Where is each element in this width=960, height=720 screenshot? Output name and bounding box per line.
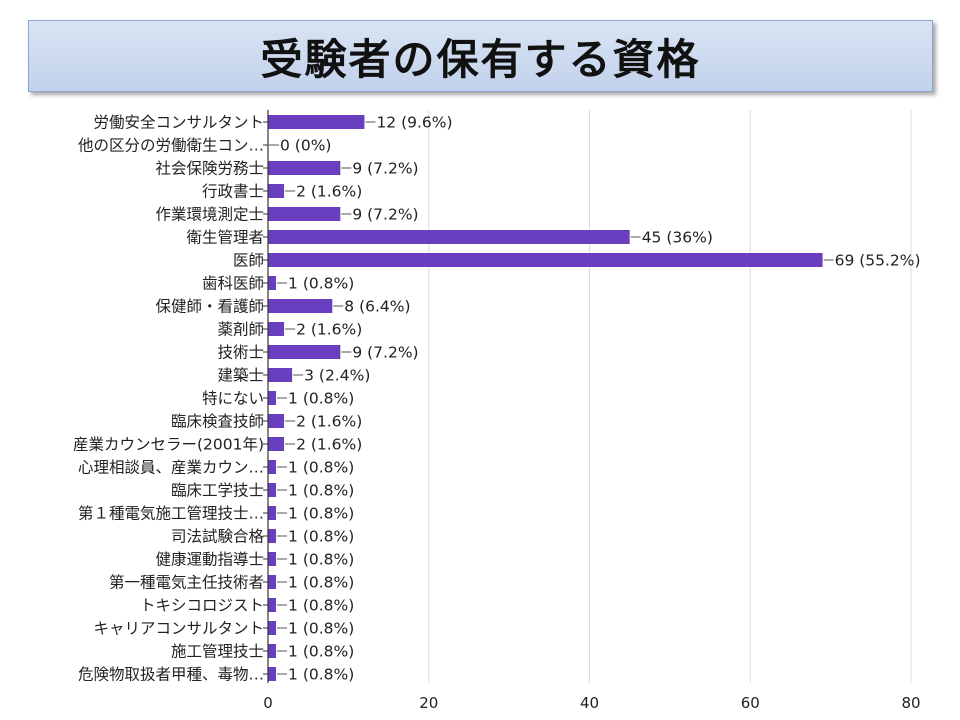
x-tick-label: 80 — [901, 694, 920, 712]
bar — [268, 391, 277, 405]
category-label: 特にない — [202, 390, 264, 408]
category-label: 産業カウンセラー(2001年) — [73, 436, 264, 454]
category-label: 健康運動指導士 — [155, 551, 264, 569]
category-label: 労働安全コンサルタント — [93, 114, 264, 132]
bar — [268, 322, 285, 336]
data-label: 2 (1.6%) — [296, 321, 362, 339]
bar — [268, 483, 277, 497]
data-label: 9 (7.2%) — [352, 206, 418, 224]
chart-title: 受験者の保有する資格 — [260, 34, 701, 84]
bar — [268, 437, 285, 451]
x-tick-label: 0 — [263, 694, 273, 712]
bar — [268, 552, 277, 566]
data-label: 2 (1.6%) — [296, 183, 362, 201]
bar — [268, 529, 277, 543]
title-banner: 受験者の保有する資格 — [28, 20, 933, 92]
category-label: 技術士 — [217, 344, 264, 362]
bar — [268, 207, 341, 221]
bar — [268, 598, 277, 612]
x-tick-label: 20 — [419, 694, 438, 712]
category-label: 社会保険労務士 — [155, 160, 264, 178]
bar — [268, 575, 277, 589]
bar — [268, 621, 277, 635]
data-label: 1 (0.8%) — [288, 574, 354, 592]
bar — [268, 276, 277, 290]
category-label: 薬剤師 — [217, 321, 264, 339]
category-label: 他の区分の労働衛生コン… — [78, 137, 264, 155]
data-label: 1 (0.8%) — [288, 620, 354, 638]
category-label: 医師 — [233, 252, 264, 270]
category-label: 危険物取扱者甲種、毒物… — [78, 666, 264, 684]
data-label: 9 (7.2%) — [352, 160, 418, 178]
bar — [268, 506, 277, 520]
x-tick-label: 40 — [580, 694, 599, 712]
category-label: 建築士 — [217, 367, 264, 385]
bar — [268, 667, 277, 681]
data-label: 1 (0.8%) — [288, 390, 354, 408]
bar — [268, 414, 285, 428]
bar — [268, 299, 333, 313]
bar — [268, 460, 277, 474]
category-label: 臨床検査技師 — [171, 413, 264, 431]
category-label: 司法試験合格 — [171, 528, 265, 546]
category-label: 行政書士 — [202, 183, 264, 201]
bar — [268, 345, 341, 359]
category-label: 施工管理技士 — [171, 643, 264, 661]
data-label: 0 (0%) — [280, 137, 331, 155]
category-label: 保健師・看護師 — [155, 298, 264, 316]
data-label: 1 (0.8%) — [288, 275, 354, 293]
bar — [268, 368, 293, 382]
bar — [268, 644, 277, 658]
data-label: 1 (0.8%) — [288, 597, 354, 615]
bar — [268, 184, 285, 198]
data-label: 8 (6.4%) — [344, 298, 410, 316]
data-label: 1 (0.8%) — [288, 551, 354, 569]
bar — [268, 161, 341, 175]
data-label: 12 (9.6%) — [376, 114, 452, 132]
bar — [268, 230, 630, 244]
data-label: 1 (0.8%) — [288, 643, 354, 661]
category-label: キャリアコンサルタント — [93, 620, 264, 638]
data-label: 1 (0.8%) — [288, 459, 354, 477]
category-label: 作業環境測定士 — [155, 205, 264, 224]
category-label: 心理相談員、産業カウン… — [78, 459, 264, 477]
category-label: 臨床工学技士 — [171, 482, 264, 500]
data-label: 2 (1.6%) — [296, 436, 362, 454]
data-label: 69 (55.2%) — [835, 252, 921, 270]
category-label: 第一種電気主任技術者 — [109, 574, 264, 592]
data-label: 9 (7.2%) — [352, 344, 418, 362]
category-label: 衛生管理者 — [186, 229, 264, 247]
x-tick-label: 60 — [741, 694, 760, 712]
data-label: 2 (1.6%) — [296, 413, 362, 431]
data-label: 1 (0.8%) — [288, 666, 354, 684]
data-label: 1 (0.8%) — [288, 505, 354, 523]
category-label: 歯科医師 — [202, 275, 264, 293]
category-label: トキシコロジスト — [140, 597, 264, 615]
data-label: 1 (0.8%) — [288, 482, 354, 500]
category-label: 第１種電気施工管理技士… — [78, 505, 264, 523]
data-label: 45 (36%) — [642, 229, 713, 247]
bar — [268, 253, 823, 267]
data-label: 1 (0.8%) — [288, 528, 354, 546]
bar — [268, 115, 365, 129]
data-label: 3 (2.4%) — [304, 367, 370, 385]
